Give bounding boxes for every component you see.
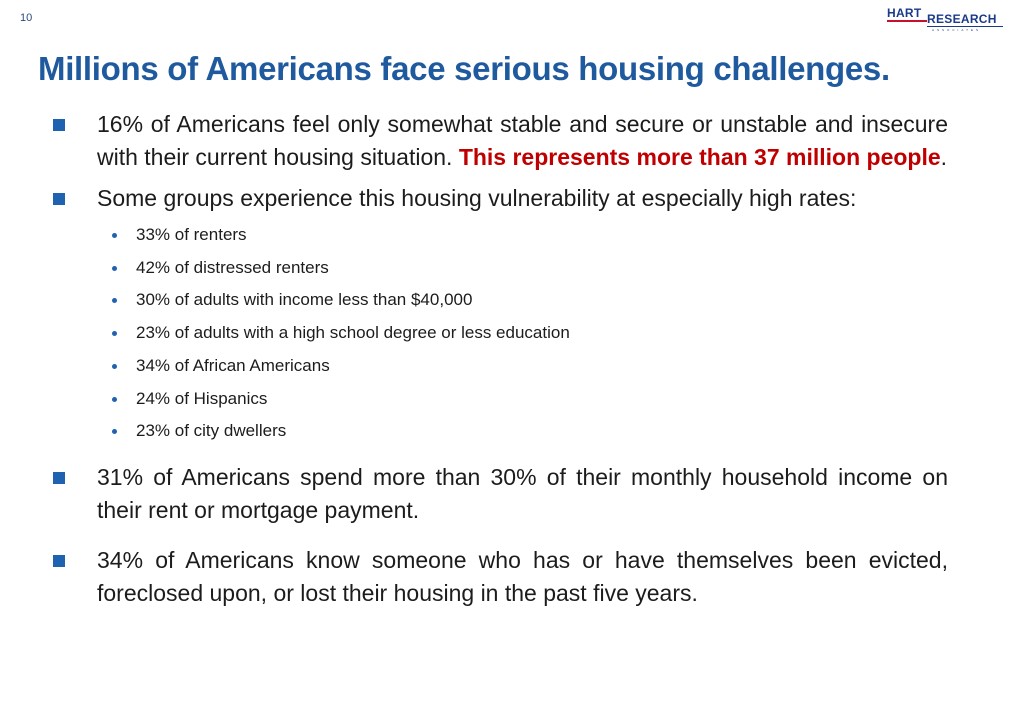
square-bullet-icon: [53, 471, 65, 484]
sub-bullet-text: 23% of adults with a high school degree …: [136, 323, 570, 343]
sub-bullet-text: 24% of Hispanics: [136, 388, 268, 408]
dot-bullet-icon: [112, 396, 117, 402]
bullet-item: 16% of Americans feel only somewhat stab…: [48, 108, 948, 174]
dot-bullet-icon: [112, 265, 117, 271]
sub-bullet-text: 42% of distressed renters: [136, 257, 329, 277]
sub-bullet-item: 33% of renters: [97, 219, 948, 252]
square-bullet-icon: [53, 193, 65, 205]
dot-bullet-icon: [112, 429, 117, 435]
square-bullet-icon: [53, 119, 65, 131]
sub-bullet-list: 33% of renters 42% of distressed renters…: [97, 219, 948, 448]
dot-bullet-icon: [112, 363, 117, 369]
logo-research: RESEARCH: [927, 12, 997, 26]
bullet-text: 16% of Americans feel only somewhat stab…: [97, 111, 948, 170]
sub-bullet-item: 23% of city dwellers: [97, 415, 948, 448]
bullet-trail: .: [940, 144, 948, 170]
bullet-text: 31% of Americans spend more than 30% of …: [97, 463, 948, 523]
logo-red-rule: [887, 20, 927, 22]
sub-bullet-item: 23% of adults with a high school degree …: [97, 317, 948, 350]
bullet-text: 34% of Americans know someone who has or…: [97, 546, 948, 606]
sub-bullet-text: 23% of city dwellers: [136, 421, 287, 441]
dot-bullet-icon: [112, 233, 117, 238]
square-bullet-icon: [53, 554, 65, 567]
sub-bullet-item: 24% of Hispanics: [97, 383, 948, 416]
bullet-item: 31% of Americans spend more than 30% of …: [48, 461, 948, 527]
bullet-highlight: This represents more than 37 million peo…: [458, 144, 941, 170]
bullet-list: 16% of Americans feel only somewhat stab…: [48, 108, 948, 610]
logo-blue-rule: [927, 26, 1003, 27]
dot-bullet-icon: [112, 331, 117, 337]
bullet-item: Some groups experience this housing vuln…: [48, 182, 948, 448]
logo-hart: HART: [887, 6, 922, 20]
logo-associates: ASSOCIATES: [932, 28, 981, 32]
sub-bullet-item: 42% of distressed renters: [97, 252, 948, 285]
hart-research-logo: HART RESEARCH ASSOCIATES: [884, 6, 1004, 32]
bullet-item: 34% of Americans know someone who has or…: [48, 544, 948, 610]
bullet-text: Some groups experience this housing vuln…: [97, 185, 857, 211]
sub-bullet-text: 33% of renters: [136, 225, 247, 244]
sub-bullet-text: 34% of African Americans: [136, 355, 330, 375]
sub-bullet-item: 30% of adults with income less than $40,…: [97, 284, 948, 317]
sub-bullet-item: 34% of African Americans: [97, 350, 948, 383]
slide-number: 10: [20, 12, 33, 24]
dot-bullet-icon: [112, 298, 117, 304]
sub-bullet-text: 30% of adults with income less than $40,…: [136, 290, 473, 310]
slide-title: Millions of Americans face serious housi…: [38, 50, 890, 87]
